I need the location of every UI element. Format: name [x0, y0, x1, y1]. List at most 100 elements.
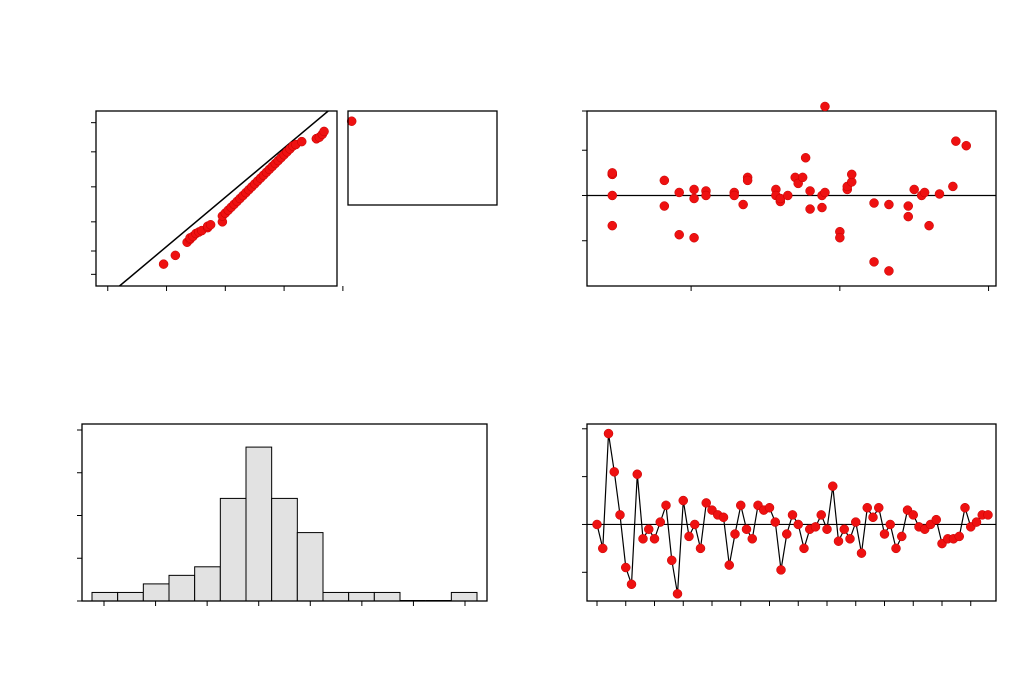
data-point	[158, 259, 169, 269]
data-point	[839, 524, 849, 534]
data-point	[592, 519, 602, 530]
histogram-bar	[245, 446, 273, 602]
data-point	[874, 502, 884, 513]
data-point	[835, 232, 845, 243]
plot-frame	[586, 423, 997, 602]
data-point	[884, 266, 894, 276]
data-point	[983, 510, 993, 520]
data-point	[689, 232, 699, 243]
histogram-bar	[373, 591, 401, 602]
data-point	[170, 250, 181, 261]
data-point	[845, 534, 855, 544]
data-point	[810, 522, 821, 532]
data-point	[903, 201, 914, 211]
data-point	[690, 519, 700, 530]
data-point	[674, 187, 684, 198]
data-point	[764, 502, 775, 513]
data-point	[649, 534, 660, 544]
residuals-vs-order-plot	[582, 423, 997, 606]
histogram-bar	[322, 591, 350, 602]
data-point	[782, 529, 792, 539]
data-point	[621, 562, 631, 573]
data-point	[869, 198, 879, 208]
data-point	[738, 199, 748, 210]
data-point	[971, 517, 982, 527]
data-point	[885, 519, 895, 530]
data-point	[598, 543, 608, 554]
data-point	[869, 257, 879, 267]
data-point	[793, 519, 803, 530]
data-point	[718, 512, 729, 523]
data-point	[730, 529, 740, 539]
data-point	[776, 565, 786, 575]
data-point	[868, 512, 878, 523]
data-point	[797, 172, 808, 183]
data-point	[828, 481, 838, 491]
data-point	[817, 202, 827, 213]
data-point	[729, 190, 739, 201]
data-point	[609, 467, 619, 477]
data-point	[607, 220, 618, 231]
data-point	[822, 524, 832, 534]
histogram-bar	[117, 591, 144, 602]
histogram-bar	[91, 591, 119, 602]
data-point	[961, 140, 972, 151]
data-point	[674, 229, 684, 240]
data-point	[891, 543, 901, 554]
data-point	[960, 502, 970, 513]
data-point	[655, 517, 665, 527]
data-point	[924, 220, 934, 231]
fit-line	[119, 111, 329, 286]
plot-frame	[347, 110, 498, 206]
data-point	[741, 524, 752, 534]
data-point	[903, 211, 914, 222]
data-point	[851, 517, 861, 527]
data-point	[897, 531, 907, 542]
data-point	[736, 500, 746, 511]
data-point	[632, 469, 642, 479]
data-point	[689, 193, 699, 204]
histogram-plot	[77, 423, 488, 606]
data-point	[644, 524, 654, 534]
data-point	[607, 190, 618, 201]
data-point	[701, 190, 711, 201]
plot-frame	[95, 110, 338, 287]
data-point	[659, 201, 670, 211]
data-point	[659, 175, 670, 186]
data-point	[856, 548, 867, 558]
data-point	[909, 184, 919, 195]
data-point	[296, 136, 307, 147]
data-point	[770, 517, 780, 527]
histogram-bar	[296, 532, 324, 602]
data-point	[846, 169, 857, 180]
data-point	[805, 186, 815, 196]
data-point	[908, 510, 918, 520]
data-point	[638, 534, 648, 544]
data-point	[833, 536, 844, 546]
plot-frame	[81, 423, 488, 602]
data-point	[800, 153, 811, 163]
data-point	[695, 543, 706, 554]
data-point	[805, 204, 815, 214]
data-point	[603, 428, 614, 439]
residuals-vs-fits-plot	[582, 101, 997, 291]
histogram-bar	[219, 497, 247, 602]
histogram-bar	[450, 591, 478, 602]
data-point	[948, 181, 958, 192]
data-point	[684, 531, 694, 542]
data-point	[661, 500, 671, 511]
data-point	[884, 199, 894, 210]
data-point	[931, 514, 941, 525]
data-point	[783, 190, 793, 201]
plot-frame	[586, 110, 997, 287]
histogram-bar	[194, 566, 221, 602]
normal-probability-plot	[91, 110, 357, 291]
empty-legend-box	[347, 110, 498, 206]
data-point	[607, 168, 618, 178]
data-point	[820, 101, 830, 112]
data-point	[205, 220, 216, 230]
histogram-bar	[348, 591, 375, 602]
data-point	[919, 187, 930, 198]
histogram-bar	[142, 583, 170, 602]
